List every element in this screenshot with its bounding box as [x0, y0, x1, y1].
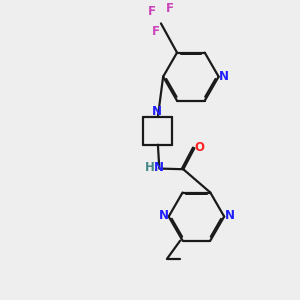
Text: F: F [148, 5, 156, 18]
Text: N: N [158, 209, 168, 223]
Text: N: N [152, 105, 162, 118]
Text: N: N [219, 70, 229, 83]
Text: O: O [195, 141, 205, 154]
Text: N: N [154, 161, 164, 174]
Text: H: H [145, 161, 154, 174]
Text: F: F [152, 25, 160, 38]
Text: N: N [224, 209, 234, 223]
Text: F: F [166, 2, 174, 15]
